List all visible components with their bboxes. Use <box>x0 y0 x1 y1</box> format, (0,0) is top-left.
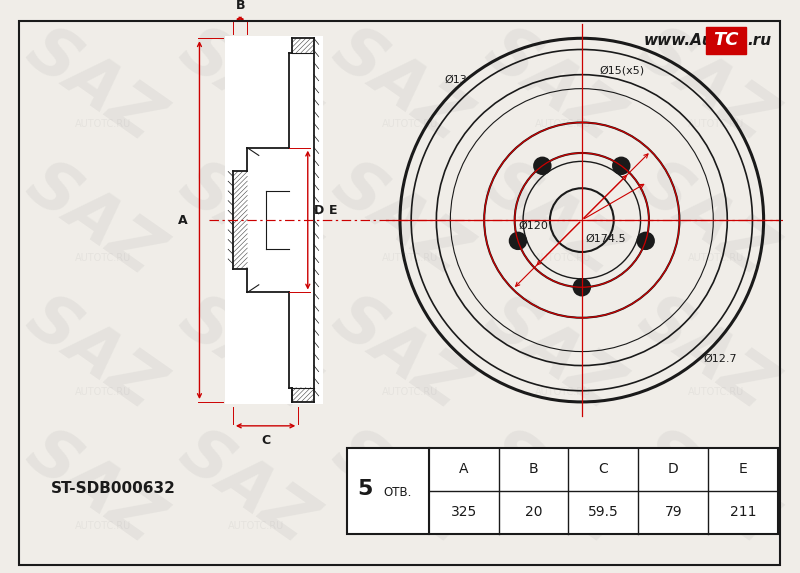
Text: D: D <box>668 462 678 476</box>
Text: SAZ: SAZ <box>167 285 326 423</box>
Text: 79: 79 <box>664 505 682 520</box>
Text: SAZ: SAZ <box>167 17 326 156</box>
Text: E: E <box>329 204 338 217</box>
Text: AUTOTC.RU: AUTOTC.RU <box>75 253 131 264</box>
Text: SAZ: SAZ <box>321 419 479 558</box>
Text: 59.5: 59.5 <box>588 505 618 520</box>
Text: www.Auto: www.Auto <box>644 33 731 48</box>
Text: AUTOTC.RU: AUTOTC.RU <box>534 521 590 531</box>
Text: SAZ: SAZ <box>626 151 786 289</box>
Text: AUTOTC.RU: AUTOTC.RU <box>228 387 285 397</box>
Circle shape <box>638 233 654 249</box>
Text: AUTOTC.RU: AUTOTC.RU <box>228 253 285 264</box>
Text: .ru: .ru <box>747 33 771 48</box>
Text: SAZ: SAZ <box>474 17 633 156</box>
Text: TC: TC <box>714 31 739 49</box>
Text: SAZ: SAZ <box>14 419 174 558</box>
Text: Ø12.7: Ø12.7 <box>704 354 738 364</box>
Text: AUTOTC.RU: AUTOTC.RU <box>688 521 744 531</box>
Bar <box>706 27 746 54</box>
Circle shape <box>613 158 630 174</box>
Text: C: C <box>261 434 270 446</box>
Text: SAZ: SAZ <box>14 285 174 423</box>
Text: 325: 325 <box>450 505 477 520</box>
Text: Ø174.5: Ø174.5 <box>586 234 626 244</box>
Text: Ø120: Ø120 <box>518 221 548 231</box>
Text: AUTOTC.RU: AUTOTC.RU <box>382 253 438 264</box>
Text: 20: 20 <box>525 505 542 520</box>
Bar <box>429 448 778 534</box>
Text: 211: 211 <box>730 505 756 520</box>
Bar <box>347 448 429 534</box>
Text: SAZ: SAZ <box>474 419 633 558</box>
Text: A: A <box>459 462 468 476</box>
Text: SAZ: SAZ <box>167 419 326 558</box>
Bar <box>226 36 323 404</box>
Text: SAZ: SAZ <box>626 17 786 156</box>
Text: E: E <box>738 462 747 476</box>
Text: SAZ: SAZ <box>626 419 786 558</box>
Circle shape <box>510 233 526 249</box>
Text: AUTOTC.RU: AUTOTC.RU <box>228 119 285 129</box>
Text: AUTOTC.RU: AUTOTC.RU <box>534 119 590 129</box>
Text: Ø13: Ø13 <box>444 74 466 85</box>
Text: SAZ: SAZ <box>474 285 633 423</box>
Text: AUTOTC.RU: AUTOTC.RU <box>688 119 744 129</box>
Text: SAZ: SAZ <box>321 285 479 423</box>
Text: 5: 5 <box>357 479 372 499</box>
Text: SAZ: SAZ <box>474 151 633 289</box>
Text: SAZ: SAZ <box>14 151 174 289</box>
Text: AUTOTC.RU: AUTOTC.RU <box>688 387 744 397</box>
Text: AUTOTC.RU: AUTOTC.RU <box>75 521 131 531</box>
Text: AUTOTC.RU: AUTOTC.RU <box>75 387 131 397</box>
Text: SAZ: SAZ <box>167 151 326 289</box>
Text: AUTOTC.RU: AUTOTC.RU <box>534 387 590 397</box>
Text: B: B <box>235 0 245 11</box>
Text: B: B <box>529 462 538 476</box>
Text: AUTOTC.RU: AUTOTC.RU <box>382 387 438 397</box>
Text: AUTOTC.RU: AUTOTC.RU <box>382 521 438 531</box>
Text: ОТВ.: ОТВ. <box>384 486 412 499</box>
Text: A: A <box>178 214 188 226</box>
Text: SAZ: SAZ <box>321 151 479 289</box>
Text: AUTOTC.RU: AUTOTC.RU <box>534 253 590 264</box>
Circle shape <box>574 279 590 296</box>
Text: SAZ: SAZ <box>14 17 174 156</box>
Text: SAZ: SAZ <box>626 285 786 423</box>
Text: AUTOTC.RU: AUTOTC.RU <box>688 253 744 264</box>
Text: SAZ: SAZ <box>321 17 479 156</box>
Text: D: D <box>314 204 324 217</box>
Text: AUTOTC.RU: AUTOTC.RU <box>382 119 438 129</box>
Circle shape <box>534 158 550 174</box>
Text: AUTOTC.RU: AUTOTC.RU <box>228 521 285 531</box>
Text: Ø15(x5): Ø15(x5) <box>599 65 644 75</box>
Text: C: C <box>598 462 608 476</box>
Text: ST-SDB000632: ST-SDB000632 <box>50 481 175 496</box>
Text: AUTOTC.RU: AUTOTC.RU <box>75 119 131 129</box>
